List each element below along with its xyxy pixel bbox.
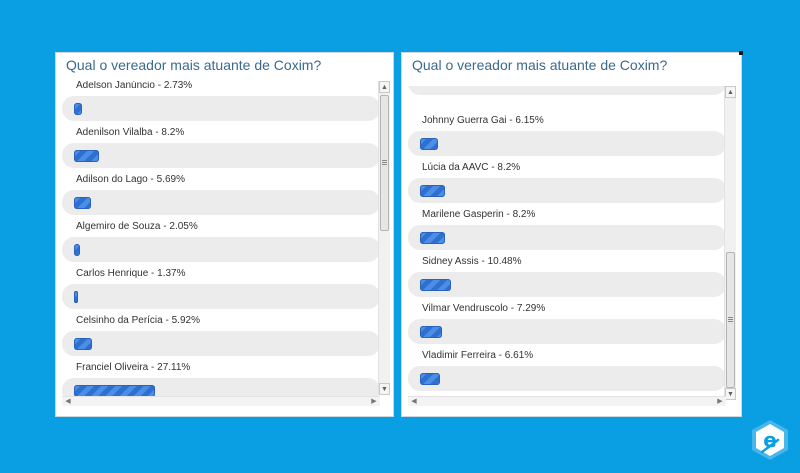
poll-item-label: Franciel Oliveira - 27.11% — [76, 362, 191, 373]
poll-item-label: Sidney Assis - 10.48% — [422, 256, 522, 267]
poll-item-label: Adenilson Vilalba - 8.2% — [76, 127, 185, 138]
bar-track — [408, 272, 726, 297]
bar-track — [62, 331, 380, 356]
scroll-up-arrow-icon[interactable]: ▲ — [379, 81, 390, 93]
bar-track — [62, 96, 380, 121]
horizontal-scrollbar[interactable]: ◀ ▶ — [408, 396, 726, 406]
scroll-left-arrow-icon[interactable]: ◀ — [65, 398, 71, 405]
result-bar — [74, 197, 91, 209]
poll-item-label: Vladimir Ferreira - 6.61% — [422, 350, 534, 361]
poll-item[interactable]: Johnny Guerra Gai - 6.15% — [408, 114, 726, 161]
poll-item[interactable]: Franciel Oliveira - 27.11% — [62, 361, 380, 397]
result-bar — [74, 103, 82, 115]
result-bar — [420, 138, 438, 150]
scroll-thumb[interactable] — [726, 252, 735, 388]
bar-track — [408, 366, 726, 391]
scroll-left-arrow-icon[interactable]: ◀ — [411, 398, 417, 405]
poll-item-label: Carlos Henrique - 1.37% — [76, 268, 186, 279]
bar-track — [62, 378, 380, 397]
poll-item[interactable]: Adenilson Vilalba - 8.2% — [62, 126, 380, 173]
result-bar — [420, 232, 445, 244]
result-bar — [420, 279, 451, 291]
poll-panel-right: Qual o vereador mais atuante de Coxim? J… — [401, 51, 743, 417]
poll-item-label: Lúcia da AAVC - 8.2% — [422, 162, 521, 173]
scroll-right-arrow-icon[interactable]: ▶ — [717, 398, 723, 405]
poll-item-label: Adilson do Lago - 5.69% — [76, 174, 185, 185]
result-bar — [420, 326, 442, 338]
scroll-up-arrow-icon[interactable]: ▲ — [725, 86, 736, 98]
bar-track — [408, 131, 726, 156]
poll-item-label: Adelson Janúncio - 2.73% — [76, 81, 193, 91]
vertical-scrollbar[interactable]: ▲ ▼ — [378, 81, 390, 395]
poll-item[interactable]: Carlos Henrique - 1.37% — [62, 267, 380, 314]
vertical-scrollbar[interactable]: ▲ ▼ — [724, 86, 736, 400]
result-bar — [74, 338, 92, 350]
poll-item-partial — [408, 86, 726, 114]
result-bar — [74, 150, 99, 162]
poll-item-label: Marilene Gasperin - 8.2% — [422, 209, 536, 220]
poll-item[interactable]: Marilene Gasperin - 8.2% — [408, 208, 726, 255]
poll-item[interactable]: Algemiro de Souza - 2.05% — [62, 220, 380, 267]
bar-track — [408, 319, 726, 344]
horizontal-scrollbar[interactable]: ◀ ▶ — [62, 396, 380, 406]
result-bar — [74, 291, 78, 303]
poll-item[interactable]: Vilmar Vendruscolo - 7.29% — [408, 302, 726, 349]
bar-track — [408, 178, 726, 203]
scroll-down-arrow-icon[interactable]: ▼ — [379, 383, 390, 395]
poll-list[interactable]: Adelson Janúncio - 2.73% Adenilson Vilalb… — [62, 81, 380, 397]
poll-item-label: Johnny Guerra Gai - 6.15% — [422, 115, 544, 126]
corner-marker — [739, 51, 743, 55]
poll-item[interactable]: Sidney Assis - 10.48% — [408, 255, 726, 302]
bar-track — [408, 225, 726, 250]
svg-text:e: e — [763, 428, 777, 452]
poll-item[interactable]: Adelson Janúncio - 2.73% — [62, 81, 380, 126]
poll-list[interactable]: Johnny Guerra Gai - 6.15% Lúcia da AAVC -… — [408, 86, 726, 402]
poll-item-label: Celsinho da Perícia - 5.92% — [76, 315, 200, 326]
result-bar — [420, 373, 440, 385]
result-bar — [74, 385, 155, 397]
scroll-right-arrow-icon[interactable]: ▶ — [371, 398, 377, 405]
result-bar — [420, 185, 445, 197]
bar-track — [408, 86, 726, 95]
poll-item[interactable]: Lúcia da AAVC - 8.2% — [408, 161, 726, 208]
poll-item-label: Algemiro de Souza - 2.05% — [76, 221, 198, 232]
poll-title: Qual o vereador mais atuante de Coxim? — [66, 57, 322, 73]
bar-track — [62, 190, 380, 215]
bar-track — [62, 237, 380, 262]
poll-item[interactable]: Adilson do Lago - 5.69% — [62, 173, 380, 220]
bar-track — [62, 284, 380, 309]
poll-panel-left: Qual o vereador mais atuante de Coxim? A… — [55, 52, 394, 417]
e-logo-icon: e — [752, 420, 788, 460]
poll-item-label: Vilmar Vendruscolo - 7.29% — [422, 303, 546, 314]
bar-track — [62, 143, 380, 168]
scroll-down-arrow-icon[interactable]: ▼ — [725, 388, 736, 400]
scroll-thumb[interactable] — [380, 95, 389, 231]
poll-item[interactable]: Celsinho da Perícia - 5.92% — [62, 314, 380, 361]
poll-title: Qual o vereador mais atuante de Coxim? — [412, 57, 668, 73]
poll-item[interactable]: Vladimir Ferreira - 6.61% — [408, 349, 726, 396]
result-bar — [74, 244, 80, 256]
